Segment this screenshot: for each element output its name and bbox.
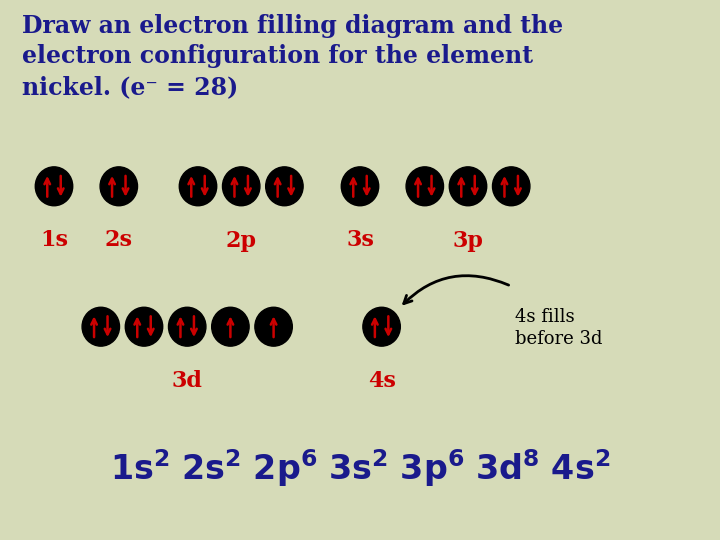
Text: $\mathbf{1s^2\ 2s^2\ 2p^6\ 3s^2\ 3p^6\ 3d^8\ 4s^2}$: $\mathbf{1s^2\ 2s^2\ 2p^6\ 3s^2\ 3p^6\ 3… — [109, 447, 611, 489]
Ellipse shape — [255, 307, 292, 346]
Ellipse shape — [341, 167, 379, 206]
Text: 4s fills
before 3d: 4s fills before 3d — [515, 308, 603, 348]
Ellipse shape — [406, 167, 444, 206]
Text: 3s: 3s — [346, 230, 374, 252]
Ellipse shape — [212, 307, 249, 346]
Text: 4s: 4s — [368, 370, 395, 392]
Ellipse shape — [179, 167, 217, 206]
Text: 2p: 2p — [225, 230, 257, 252]
Text: Draw an electron filling diagram and the
electron configuration for the element
: Draw an electron filling diagram and the… — [22, 14, 563, 99]
Text: 2s: 2s — [105, 230, 132, 252]
Text: 1s: 1s — [40, 230, 68, 252]
Text: 3d: 3d — [172, 370, 202, 392]
Ellipse shape — [222, 167, 260, 206]
Ellipse shape — [363, 307, 400, 346]
Ellipse shape — [266, 167, 303, 206]
Ellipse shape — [35, 167, 73, 206]
Ellipse shape — [100, 167, 138, 206]
Ellipse shape — [492, 167, 530, 206]
Ellipse shape — [82, 307, 120, 346]
Text: 3p: 3p — [453, 230, 483, 252]
Ellipse shape — [168, 307, 206, 346]
Ellipse shape — [125, 307, 163, 346]
Ellipse shape — [449, 167, 487, 206]
